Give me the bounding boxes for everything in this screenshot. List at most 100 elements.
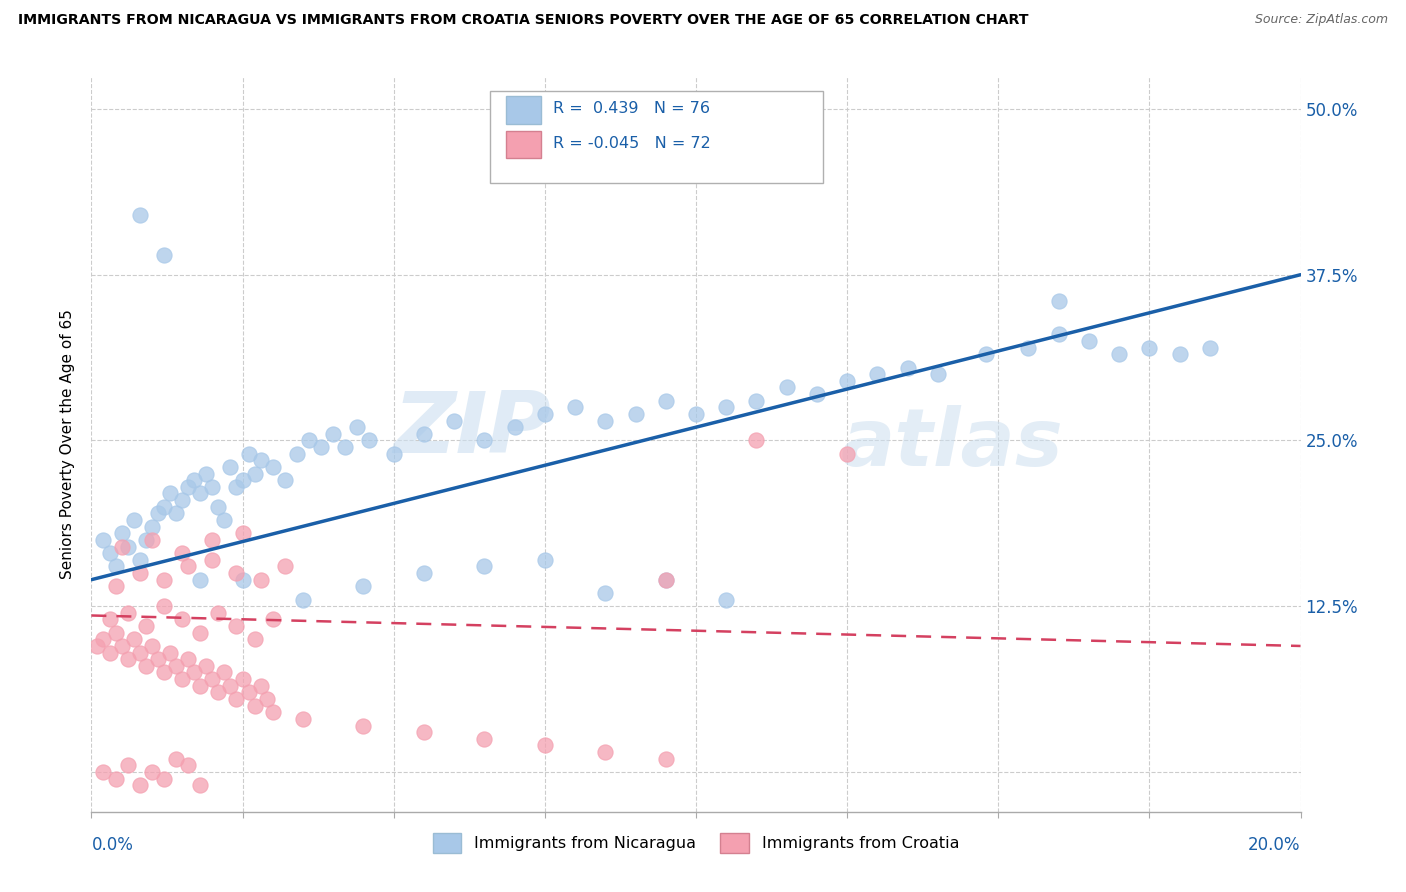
Point [927,367,949,381]
Point [188,573,211,587]
Point [177,559,200,574]
Point [117,652,139,666]
Point [654,752,676,766]
Point [153,500,176,514]
Point [207,685,229,699]
Point [413,725,436,739]
Point [231,473,253,487]
Point [93,533,115,547]
Point [128,553,150,567]
Text: R =  0.439   N = 76: R = 0.439 N = 76 [554,102,710,117]
Point [243,698,266,713]
Point [183,665,205,680]
FancyBboxPatch shape [491,90,823,183]
Point [472,559,495,574]
Point [256,692,278,706]
Point [249,453,271,467]
Point [533,407,555,421]
Point [128,778,150,792]
Point [111,540,132,554]
Point [533,739,555,753]
Point [243,467,266,481]
Point [346,420,368,434]
Point [359,434,381,448]
Point [714,592,737,607]
Point [595,745,617,759]
Point [225,619,247,633]
Point [714,401,737,415]
Text: R = -0.045   N = 72: R = -0.045 N = 72 [554,136,711,151]
Point [745,434,768,448]
Text: atlas: atlas [841,405,1064,483]
Point [654,573,676,587]
Point [172,493,194,508]
Point [122,632,145,647]
Point [172,546,194,560]
Point [595,586,617,600]
Point [745,393,768,408]
Point [135,658,157,673]
Point [201,553,224,567]
Point [274,473,297,487]
Text: IMMIGRANTS FROM NICARAGUA VS IMMIGRANTS FROM CROATIA SENIORS POVERTY OVER THE AG: IMMIGRANTS FROM NICARAGUA VS IMMIGRANTS … [18,13,1029,28]
Point [238,447,260,461]
Point [533,553,555,567]
Point [117,540,139,554]
Point [165,658,187,673]
Point [1139,341,1161,355]
Point [835,374,858,388]
Point [117,606,139,620]
Point [219,679,242,693]
Point [93,632,115,647]
Point [472,731,495,746]
Point [262,460,284,475]
Point [219,460,242,475]
Point [98,612,121,626]
FancyBboxPatch shape [506,130,541,158]
Point [595,413,617,427]
Point [188,778,211,792]
Text: ZIP: ZIP [394,387,551,471]
Point [153,248,176,262]
Text: 0.0%: 0.0% [91,836,134,854]
Point [111,526,132,541]
Point [835,447,858,461]
Point [285,447,308,461]
Point [188,625,211,640]
Point [866,367,889,381]
Point [231,672,253,686]
Point [153,573,176,587]
Point [93,764,115,779]
Point [298,434,321,448]
Point [238,685,260,699]
Point [214,665,236,680]
Point [128,208,150,222]
Legend: Immigrants from Nicaragua, Immigrants from Croatia: Immigrants from Nicaragua, Immigrants fr… [426,827,966,859]
Text: Source: ZipAtlas.com: Source: ZipAtlas.com [1254,13,1388,27]
Point [188,679,211,693]
Point [243,632,266,647]
Text: 20.0%: 20.0% [1249,836,1301,854]
Point [98,546,121,560]
Point [685,407,707,421]
Point [1198,341,1220,355]
Point [141,519,163,533]
Point [262,706,284,720]
Point [172,612,194,626]
Point [183,473,205,487]
Point [201,533,224,547]
Point [262,612,284,626]
Point [153,599,176,614]
Point [104,579,127,593]
Point [225,566,247,580]
Point [231,573,253,587]
Point [201,480,224,494]
Point [214,513,236,527]
Point [141,764,163,779]
Point [654,573,676,587]
Point [1168,347,1191,361]
Point [135,533,157,547]
Point [564,401,586,415]
Point [503,420,526,434]
Point [382,447,405,461]
